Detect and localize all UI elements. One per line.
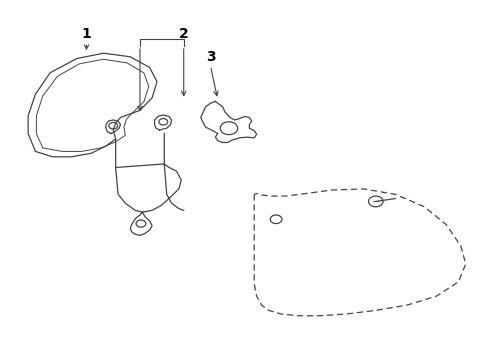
Text: 3: 3 — [205, 50, 215, 64]
Text: 1: 1 — [81, 27, 91, 41]
Text: 2: 2 — [179, 27, 188, 41]
